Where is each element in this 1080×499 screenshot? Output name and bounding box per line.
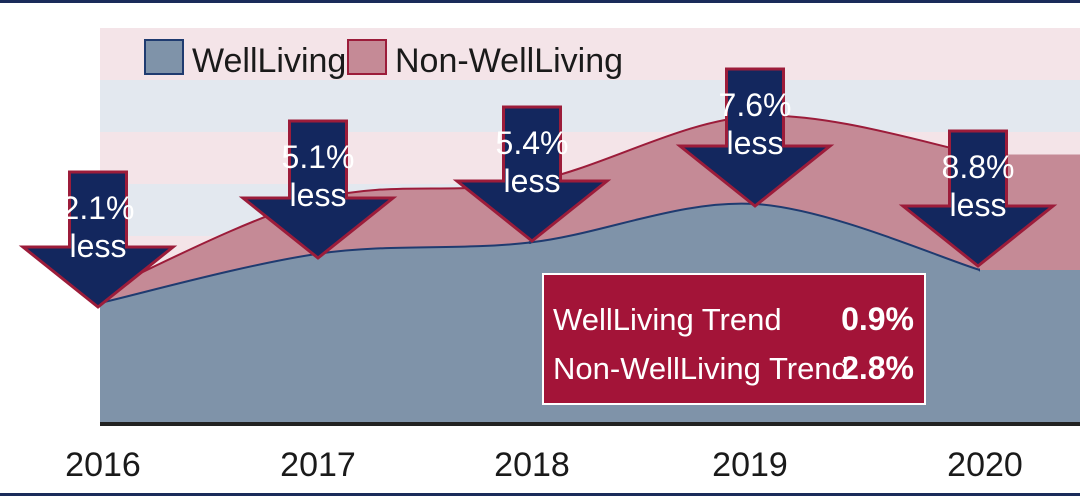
legend-swatch: [144, 39, 184, 75]
x-tick-label: 2020: [947, 446, 1023, 484]
annotation-text: less: [727, 125, 784, 161]
annotation-value: 5.1%: [282, 139, 355, 175]
background-band: [100, 28, 1080, 80]
annotation-text: less: [504, 163, 561, 199]
legend-swatch: [347, 39, 387, 75]
x-tick-label: 2017: [280, 446, 356, 484]
annotation-value: 2.1%: [62, 190, 135, 226]
x-tick-label: 2016: [65, 446, 141, 484]
legend-label: WellLiving: [192, 42, 346, 80]
legend-label: Non-WellLiving: [395, 42, 623, 80]
annotation-value: 5.4%: [496, 125, 569, 161]
trend-box: WellLiving Trend 0.9% Non-WellLiving Trend…: [542, 273, 926, 405]
annotation-arrow: [675, 67, 835, 208]
x-tick-label: 2018: [494, 446, 570, 484]
trend-value: 2.8%: [841, 350, 914, 386]
annotation-value: 8.8%: [942, 149, 1015, 185]
trend-label: WellLiving Trend: [553, 302, 782, 337]
annotation-arrow: [238, 119, 398, 260]
trend-box-background: [542, 273, 926, 405]
legend: WellLiving Non-WellLiving: [144, 39, 623, 80]
trend-value: 0.9%: [841, 301, 914, 337]
annotation-text: less: [70, 228, 127, 264]
annotation-arrow: [452, 105, 612, 243]
trend-label: Non-WellLiving Trend: [553, 351, 849, 386]
top-frame-rule: [0, 0, 1080, 3]
background-band: [100, 80, 1080, 132]
annotation-text: less: [290, 177, 347, 213]
annotation-text: less: [950, 187, 1007, 223]
x-tick-labels: 2016 2017 2018 2019 2020: [65, 446, 1023, 484]
annotation-arrow: [898, 129, 1058, 268]
x-tick-label: 2019: [712, 446, 788, 484]
annotation-value: 7.6%: [719, 87, 792, 123]
bottom-frame-rule: [0, 493, 1080, 496]
series-area-extension: [980, 270, 1080, 424]
annotation-arrow: [18, 170, 178, 309]
